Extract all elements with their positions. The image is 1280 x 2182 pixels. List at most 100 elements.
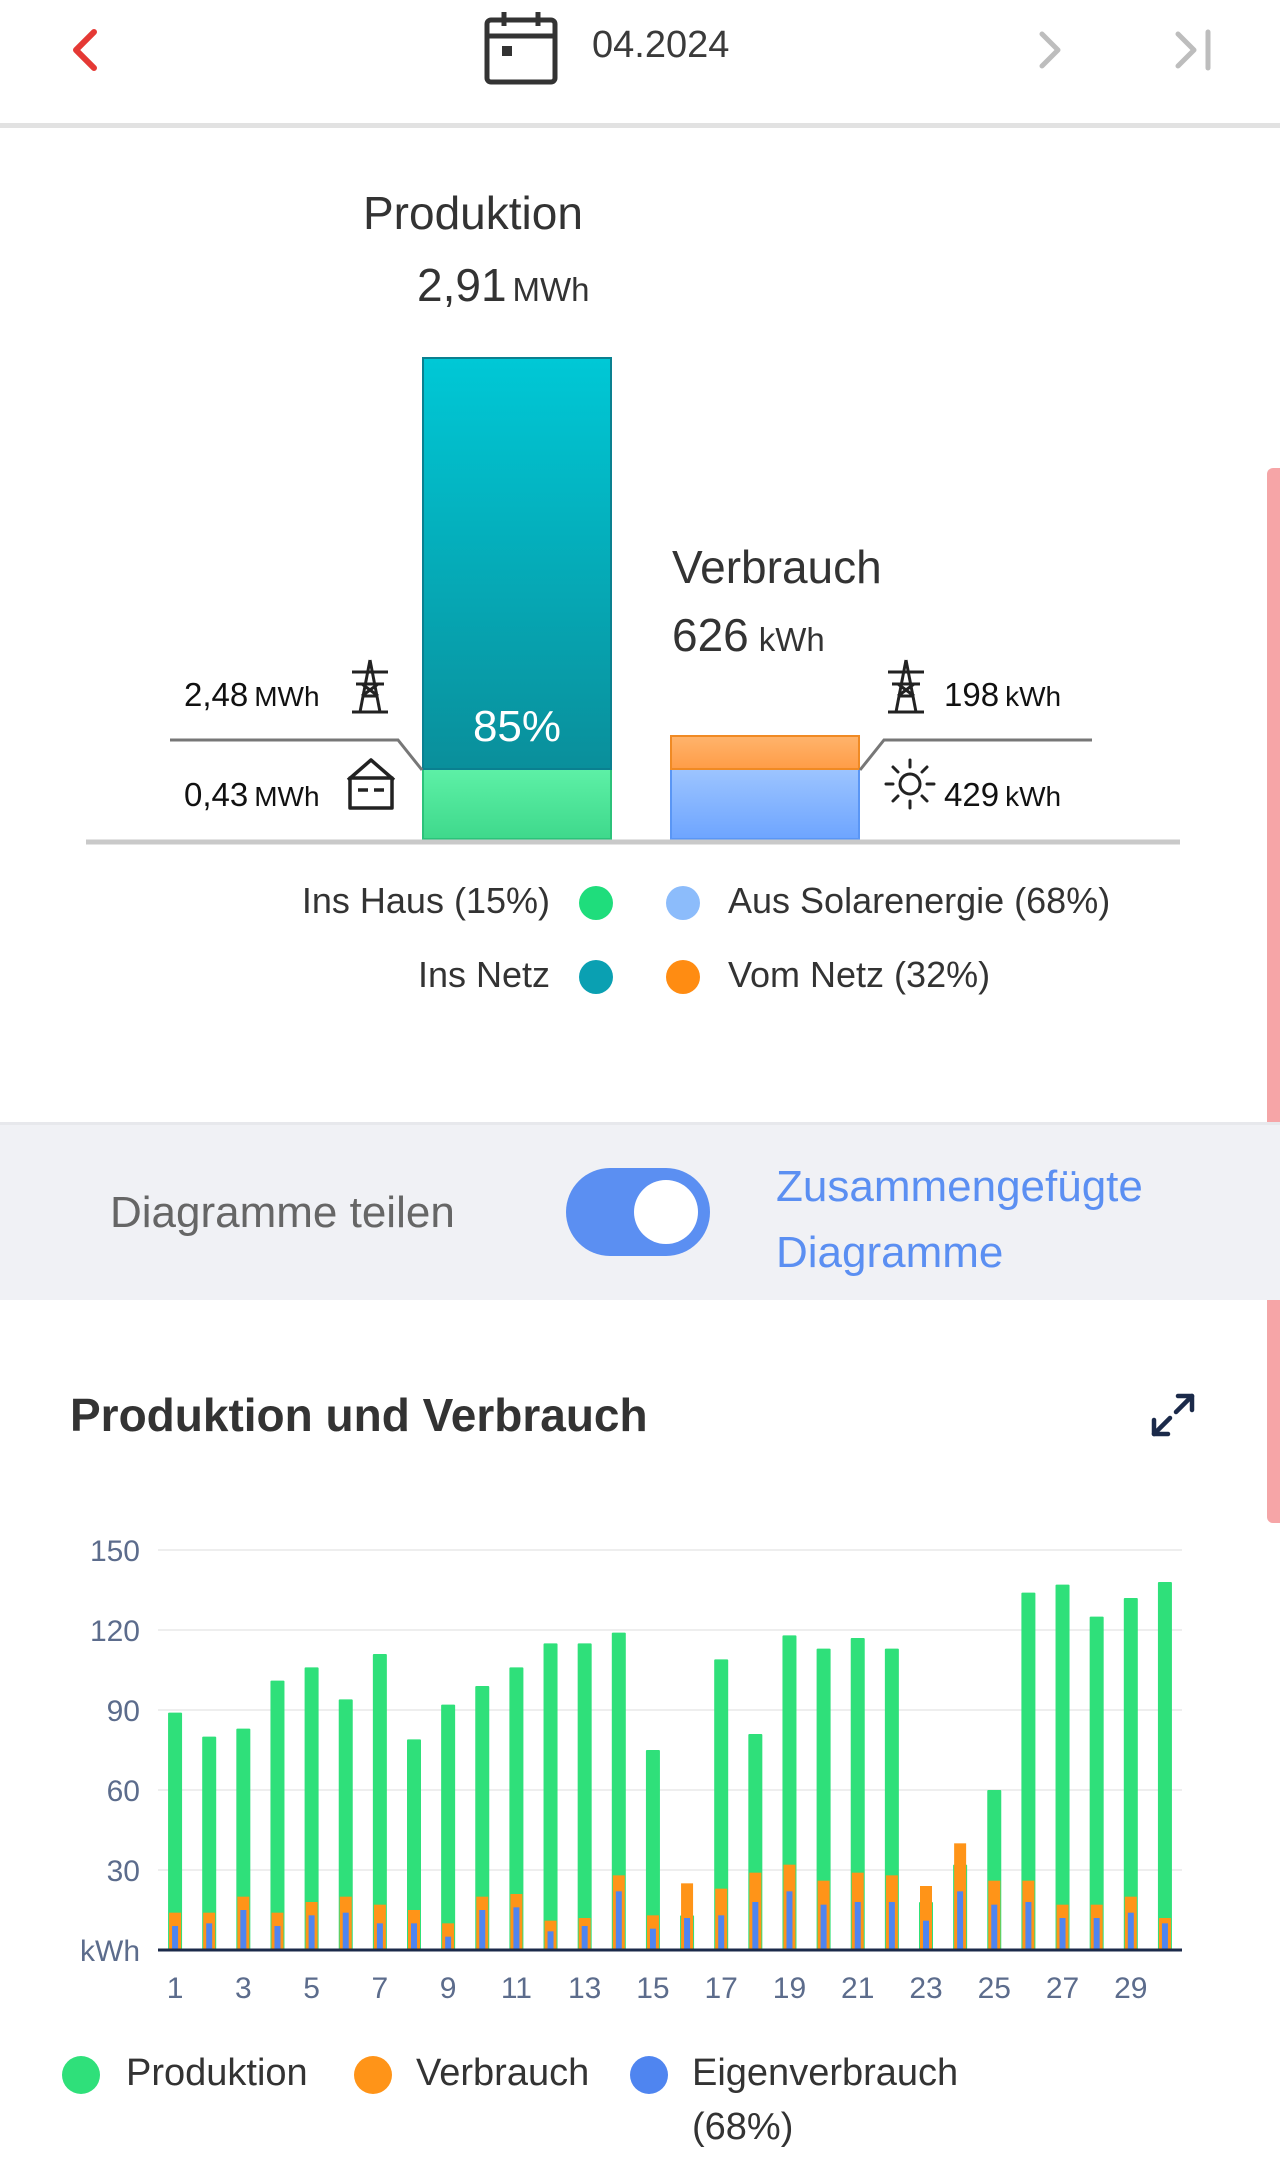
sun-icon [884, 758, 936, 810]
y-tick-label: 60 [107, 1775, 140, 1808]
consumption-value: 626 [672, 609, 749, 661]
bar-produktion-9 [441, 1704, 456, 1950]
production-unit: MWh [512, 271, 590, 308]
switch-knob [634, 1180, 698, 1244]
bar-produktion-22 [884, 1648, 899, 1950]
to-grid-value: 2,48 MWh [184, 676, 320, 714]
chart-mode-switch[interactable] [566, 1168, 710, 1256]
bar-produktion-29 [1123, 1598, 1138, 1950]
x-tick-label: 25 [978, 1972, 1011, 2005]
production-total: 2,91 MWh [417, 258, 590, 312]
bar-produktion-28 [1089, 1616, 1104, 1950]
bar-produktion-7 [372, 1654, 387, 1950]
consumption-from-solar-bar [670, 770, 860, 840]
bar-produktion-12 [543, 1643, 558, 1950]
bar-produktion-4 [270, 1680, 285, 1950]
chevron-left-icon[interactable] [62, 22, 110, 78]
bar-produktion-3 [236, 1728, 251, 1950]
bar-eigenverbrauch-27 [1059, 1918, 1066, 1950]
from-solar-value: 429 kWh [944, 776, 1061, 814]
x-tick-label: 13 [568, 1972, 601, 2005]
expand-icon[interactable] [1148, 1390, 1198, 1440]
legend-ins-haus: Ins Haus (15%) [301, 880, 550, 921]
legend-dot-ins-haus [579, 886, 613, 920]
bar-eigenverbrauch-4 [274, 1926, 281, 1950]
to-grid-number: 2,48 [184, 676, 249, 713]
from-solar-number: 429 [944, 776, 1000, 813]
bar-eigenverbrauch-2 [206, 1923, 213, 1950]
y-tick-label: 30 [107, 1855, 140, 1888]
bar-eigenverbrauch-21 [854, 1902, 861, 1950]
current-period[interactable]: 04.2024 [592, 24, 730, 66]
bar-produktion-1 [168, 1712, 183, 1950]
bar-produktion-21 [850, 1638, 865, 1950]
bar-eigenverbrauch-18 [752, 1902, 759, 1950]
grid-share-percent: 85% [472, 702, 562, 751]
bar-eigenverbrauch-10 [479, 1910, 486, 1950]
bar-produktion-26 [1021, 1592, 1036, 1950]
production-title: Produktion [363, 187, 583, 239]
bar-eigenverbrauch-24 [957, 1891, 964, 1950]
top-bar: 04.2024 [0, 0, 1280, 128]
production-value: 2,91 [417, 259, 507, 311]
bar-eigenverbrauch-3 [240, 1910, 247, 1950]
x-tick-label: 29 [1114, 1972, 1147, 2005]
legend-dot-aus-solar [666, 886, 700, 920]
bar-eigenverbrauch-25 [991, 1904, 998, 1950]
x-tick-label: 23 [909, 1972, 942, 2005]
bar-eigenverbrauch-19 [786, 1891, 793, 1950]
x-tick-label: 17 [705, 1972, 738, 2005]
production-to-grid-bar [422, 357, 612, 770]
bar-eigenverbrauch-14 [615, 1891, 622, 1950]
chart-legend-dot-consumption [354, 2056, 392, 2094]
bar-eigenverbrauch-7 [376, 1923, 383, 1950]
from-solar-unit: kWh [1005, 781, 1062, 812]
split-charts-label[interactable]: Diagramme teilen [110, 1188, 455, 1237]
power-pylon-icon [352, 659, 388, 714]
bar-eigenverbrauch-15 [649, 1928, 656, 1950]
chevron-right-icon[interactable] [1030, 22, 1070, 78]
bar-produktion-11 [509, 1667, 524, 1950]
bar-produktion-13 [577, 1643, 592, 1950]
merged-charts-label[interactable]: Zusammengefügte Diagramme [776, 1154, 1143, 1286]
bar-produktion-5 [304, 1667, 319, 1950]
legend-vom-netz: Vom Netz (32%) [728, 954, 991, 995]
bar-produktion-30 [1157, 1582, 1172, 1950]
bar-eigenverbrauch-12 [547, 1931, 554, 1950]
production-to-house-bar [422, 770, 612, 840]
legend-dot-vom-netz [666, 960, 700, 994]
legend-ins-netz: Ins Netz [417, 954, 550, 995]
bar-eigenverbrauch-29 [1127, 1912, 1134, 1950]
to-grid-unit: MWh [254, 681, 320, 712]
to-house-unit: MWh [254, 781, 320, 812]
x-tick-label: 9 [440, 1972, 457, 2005]
house-icon [346, 758, 396, 810]
legend-dot-ins-netz [579, 960, 613, 994]
y-tick-label: 120 [90, 1615, 140, 1648]
consumption-title: Verbrauch [672, 541, 882, 593]
bar-eigenverbrauch-5 [308, 1915, 315, 1950]
power-pylon-icon [888, 659, 924, 714]
x-tick-label: 15 [636, 1972, 669, 2005]
x-tick-label: 21 [841, 1972, 874, 2005]
x-tick-label: 3 [235, 1972, 252, 2005]
chart-title: Produktion und Verbrauch [70, 1389, 648, 1441]
bar-eigenverbrauch-26 [1025, 1902, 1032, 1950]
calendar-icon[interactable] [482, 8, 562, 88]
bar-eigenverbrauch-30 [1161, 1923, 1168, 1950]
bar-eigenverbrauch-8 [411, 1923, 417, 1950]
skip-to-end-icon[interactable] [1168, 22, 1218, 78]
from-grid-value: 198 kWh [944, 676, 1061, 714]
y-tick-label: 150 [90, 1535, 140, 1568]
x-tick-label: 5 [303, 1972, 320, 2005]
x-tick-label: 7 [372, 1972, 389, 2005]
bar-produktion-20 [816, 1648, 831, 1950]
bar-produktion-8 [407, 1739, 421, 1950]
chart-legend-production: Produktion [126, 2052, 308, 2094]
x-tick-label: 11 [501, 1972, 532, 2005]
bar-eigenverbrauch-22 [888, 1902, 895, 1950]
bar-produktion-27 [1055, 1584, 1070, 1950]
bar-eigenverbrauch-9 [445, 1936, 452, 1950]
legend-aus-solar: Aus Solarenergie (68%) [728, 880, 1111, 921]
